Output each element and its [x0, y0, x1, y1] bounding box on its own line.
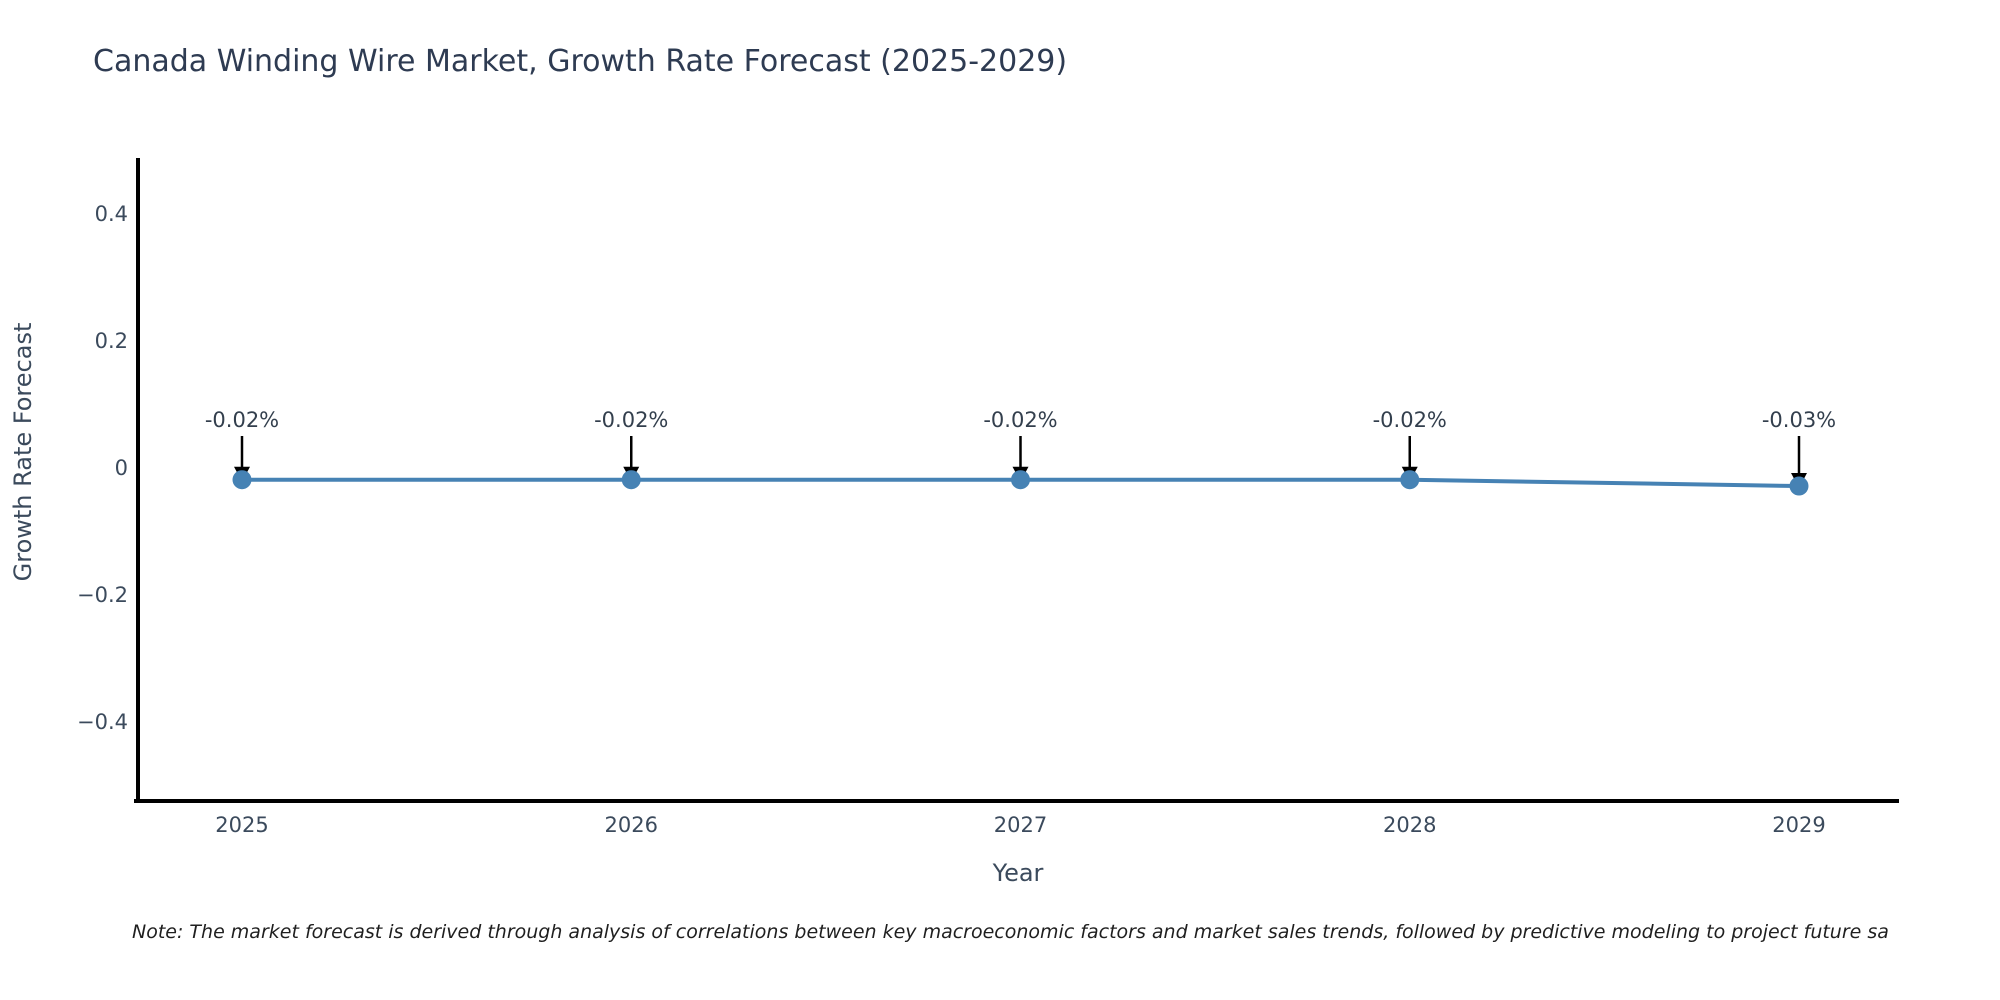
data-point	[232, 470, 252, 490]
x-tick-label: 2026	[605, 813, 658, 837]
annotation-label: -0.02%	[983, 408, 1057, 432]
data-point	[1789, 476, 1809, 496]
y-tick-label: −0.2	[77, 583, 128, 607]
chart-note: Note: The market forecast is derived thr…	[132, 921, 1889, 943]
annotation-label: -0.03%	[1762, 408, 1836, 432]
chart-title: Canada Winding Wire Market, Growth Rate …	[93, 44, 1068, 79]
data-point	[1011, 470, 1030, 490]
x-tick-label: 2029	[1772, 813, 1825, 837]
y-axis-label: Growth Rate Forecast	[9, 322, 37, 582]
annotation-label: -0.02%	[205, 408, 279, 432]
y-tick-label: −0.4	[77, 710, 128, 734]
data-point	[1400, 470, 1420, 490]
annotation-label: -0.02%	[1373, 408, 1447, 432]
x-tick-label: 2028	[1383, 813, 1436, 837]
annotation-label: -0.02%	[594, 408, 668, 432]
x-axis-label: Year	[992, 859, 1044, 887]
x-tick-label: 2025	[215, 813, 268, 837]
y-tick-label: 0	[115, 456, 128, 480]
data-point	[621, 470, 641, 490]
y-tick-label: 0.2	[95, 329, 128, 353]
y-tick-label: 0.4	[95, 202, 128, 226]
x-tick-label: 2027	[994, 813, 1047, 837]
